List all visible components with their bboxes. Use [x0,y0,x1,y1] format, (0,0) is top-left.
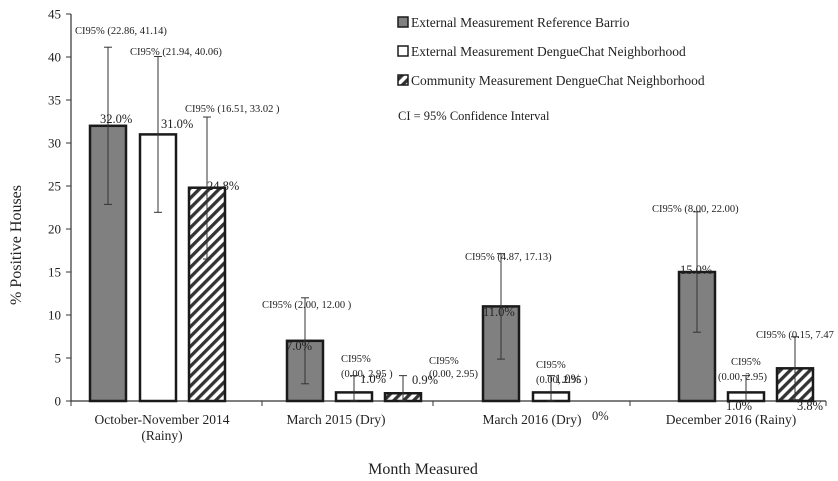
data-label: 11.0% [483,305,515,319]
x-category-label: March 2015 (Dry) [287,412,386,427]
data-label: 32.0% [100,112,132,126]
ci-label: (0.00, 2.95) [429,369,478,380]
data-label: 24.8% [207,179,239,193]
ci-label: CI95% (8.00, 22.00) [652,204,739,215]
data-label: 1.0% [726,399,752,413]
y-tick-label: 20 [48,222,61,237]
y-tick-label: 25 [48,179,61,194]
ci-label: CI95% (4.87, 17.13) [465,252,552,263]
ci-label: CI95% [341,354,371,365]
ci-label: CI95% [731,357,761,368]
y-tick-label: 45 [48,7,61,22]
y-tick-label: 15 [48,265,61,280]
y-tick-label: 30 [48,136,61,151]
y-tick-label: 10 [48,308,61,323]
ci-label: (0.00, 2.95) [718,372,767,383]
legend-swatch [397,74,409,86]
ci-label: CI95% [429,356,459,367]
ci-label: CI95% (21.94, 40.06) [130,47,222,58]
data-label: 31.0% [161,117,193,131]
legend-label: External Measurement DengueChat Neighbor… [411,44,686,59]
data-label: 1.0% [360,372,386,386]
ci-label: CI95% (22.86, 41.14) [75,26,167,37]
x-category-label: (Rainy) [141,428,182,443]
x-category-label: March 2016 (Dry) [483,412,582,427]
ci-label: CI95% (2.00, 12.00 ) [262,300,352,311]
data-label: 0.9% [412,373,438,387]
data-label: 7.0% [286,339,312,353]
y-tick-label: 5 [55,351,62,366]
ci-label: (0.00, 2.95 ) [536,375,588,386]
x-axis-title: Month Measured [368,461,478,478]
legend-swatch [397,16,409,28]
legend-label: External Measurement Reference Barrio [411,15,630,30]
y-tick-label: 0 [55,394,62,409]
y-tick-label: 35 [48,93,61,108]
x-category-label: October-November 2014 [94,412,229,427]
x-category-label: December 2016 (Rainy) [666,412,796,427]
legend: External Measurement Reference Barrio Ext… [397,15,705,88]
ci-label: CI95% (0.15, 7.47 [756,330,834,341]
ci-note: CI = 95% Confidence Interval [398,109,550,123]
data-label: 0% [592,409,609,423]
data-label: 1.0% [555,372,581,386]
ci-label: CI95% (16.51, 33.02 ) [185,104,280,115]
y-axis-title: % Positive Houses [8,185,25,305]
y-tick-label: 40 [48,50,61,65]
legend-label: Community Measurement DengueChat Neighbo… [411,73,705,88]
data-label: 3.8% [797,399,823,413]
legend-swatch [397,45,409,57]
ci-label: CI95% [536,360,566,371]
data-label: 15.0% [680,263,712,277]
ci-label: (0.00, 2.95 ) [341,369,393,380]
